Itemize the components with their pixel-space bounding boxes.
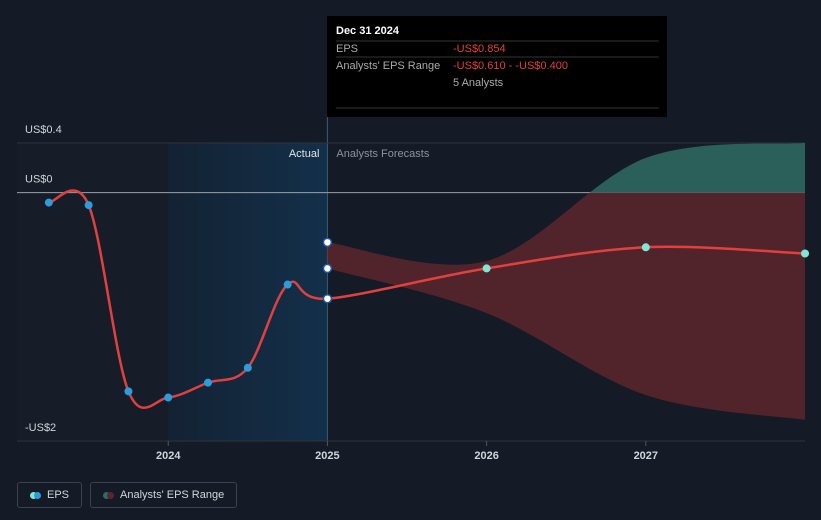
tooltip-value: -US$0.854	[453, 43, 506, 55]
tooltip: Dec 31 2024 EPS -US$0.854 Analysts' EPS …	[327, 16, 667, 117]
x-tick-label: 2026	[474, 450, 498, 462]
y-tick-label: -US$2	[25, 422, 56, 434]
eps-point	[801, 249, 809, 258]
legend-label: EPS	[47, 489, 70, 501]
eps-point	[204, 378, 213, 387]
tooltip-box	[327, 16, 667, 117]
tooltip-label: EPS	[336, 43, 358, 55]
range-point	[322, 263, 333, 274]
range-point	[322, 237, 333, 248]
tooltip-value: -US$0.610 - -US$0.400	[453, 60, 568, 72]
eps-point	[44, 198, 53, 207]
tooltip-label: Analysts' EPS Range	[336, 60, 440, 72]
tooltip-value: 5 Analysts	[453, 77, 504, 89]
range-band	[589, 143, 805, 193]
eps-point	[322, 293, 333, 304]
x-tick-label: 2025	[315, 450, 339, 462]
range-band	[327, 192, 805, 420]
y-tick-label: US$0.4	[25, 124, 62, 136]
x-tick-label: 2027	[634, 450, 658, 462]
eps-point	[243, 363, 252, 372]
eps-point	[283, 280, 292, 289]
chart: Actual Analysts Forecasts US$0.4 US$0 -US$2 2…	[17, 16, 809, 462]
eps-point	[482, 264, 491, 273]
legend-label: Analysts' EPS Range	[120, 489, 225, 501]
eps-point	[164, 393, 173, 402]
past-region	[17, 143, 169, 441]
eps-line	[48, 189, 806, 409]
eps-point	[84, 201, 93, 210]
y-tick-label: US$0	[25, 174, 53, 186]
eps-point	[641, 243, 650, 252]
legend-item[interactable]: Analysts' EPS Range	[90, 482, 238, 508]
x-tick-label: 2024	[156, 450, 181, 462]
legend-item[interactable]: EPS	[17, 482, 83, 508]
eps-point	[124, 387, 133, 396]
region-label: Analysts Forecasts	[336, 148, 429, 160]
region-label: Actual	[289, 148, 320, 160]
legend: EPS Analysts' EPS Range	[17, 482, 238, 508]
tooltip-date: Dec 31 2024	[336, 25, 400, 37]
